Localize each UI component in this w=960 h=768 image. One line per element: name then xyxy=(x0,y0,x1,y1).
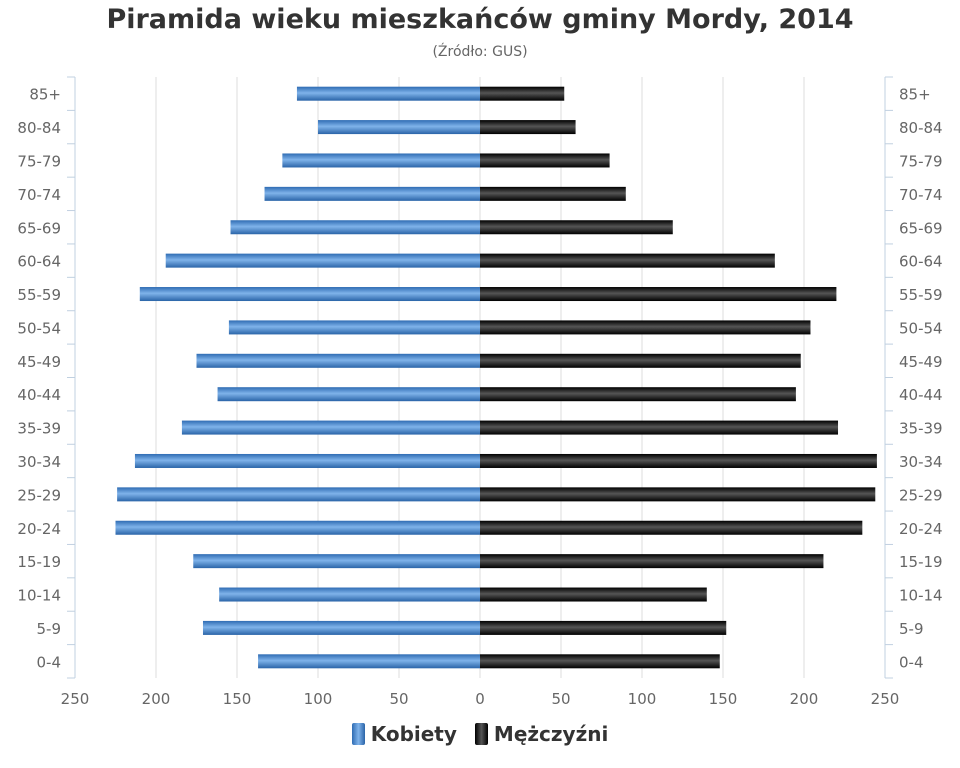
bar-kobiety xyxy=(165,253,480,268)
x-tick-label: 50 xyxy=(389,690,408,708)
y-tick-label-right: 0-4 xyxy=(899,653,924,671)
bar-kobiety xyxy=(296,86,480,101)
bar-kobiety xyxy=(318,120,480,135)
chart-title: Piramida wieku mieszkańców gminy Mordy, … xyxy=(106,4,854,35)
y-tick-label-right: 40-44 xyxy=(899,386,943,404)
bar-mezczyzni xyxy=(480,120,576,135)
bar-mezczyzni xyxy=(480,253,775,268)
y-tick-label-left: 45-49 xyxy=(17,353,61,371)
y-tick-label-right: 15-19 xyxy=(899,553,943,571)
bar-mezczyzni xyxy=(480,287,837,302)
x-tick-label: 100 xyxy=(304,690,333,708)
y-tick-label-right: 50-54 xyxy=(899,319,943,337)
legend: Kobiety Mężczyźni xyxy=(0,722,960,746)
x-tick-label: 150 xyxy=(223,690,252,708)
bar-mezczyzni xyxy=(480,86,565,101)
bar-kobiety xyxy=(139,287,481,302)
bar-mezczyzni xyxy=(480,387,796,402)
y-tick-label-left: 60-64 xyxy=(17,253,61,271)
bar-mezczyzni xyxy=(480,420,839,435)
y-tick-label-right: 20-24 xyxy=(899,520,943,538)
bar-mezczyzni xyxy=(480,520,863,535)
bar-kobiety xyxy=(196,353,480,368)
bar-kobiety xyxy=(115,520,480,535)
y-tick-label-left: 50-54 xyxy=(17,319,61,337)
bar-kobiety xyxy=(219,587,480,602)
x-tick-label: 250 xyxy=(871,690,900,708)
y-tick-label-right: 25-29 xyxy=(899,486,943,504)
bar-kobiety xyxy=(202,620,481,635)
y-tick-label-right: 35-39 xyxy=(899,420,943,438)
y-tick-label-left: 40-44 xyxy=(17,386,61,404)
x-tick-label: 200 xyxy=(142,690,171,708)
chart-subtitle: (Źródło: GUS) xyxy=(432,44,528,60)
bar-kobiety xyxy=(181,420,481,435)
bar-kobiety xyxy=(264,186,480,201)
bar-mezczyzni xyxy=(480,554,824,569)
x-tick-label: 100 xyxy=(628,690,657,708)
y-tick-label-left: 0-4 xyxy=(37,653,62,671)
legend-swatch-kobiety xyxy=(351,723,365,745)
y-tick-label-right: 65-69 xyxy=(899,219,943,237)
x-tick-label: 50 xyxy=(551,690,570,708)
bar-mezczyzni xyxy=(480,220,673,235)
bar-kobiety xyxy=(230,220,480,235)
y-tick-label-left: 20-24 xyxy=(17,520,61,538)
y-tick-label-left: 85+ xyxy=(29,86,61,104)
bar-mezczyzni xyxy=(480,654,720,669)
y-tick-label-right: 80-84 xyxy=(899,119,943,137)
y-tick-label-right: 5-9 xyxy=(899,620,924,638)
bar-kobiety xyxy=(258,654,480,669)
bar-mezczyzni xyxy=(480,620,727,635)
bar-mezczyzni xyxy=(480,453,877,468)
bar-mezczyzni xyxy=(480,587,707,602)
y-tick-label-left: 65-69 xyxy=(17,219,61,237)
bar-kobiety xyxy=(134,453,480,468)
legend-label-kobiety: Kobiety xyxy=(370,722,457,746)
bar-kobiety xyxy=(228,320,480,335)
y-tick-label-right: 85+ xyxy=(899,86,931,104)
y-tick-label-left: 25-29 xyxy=(17,486,61,504)
bar-mezczyzni xyxy=(480,487,876,502)
y-tick-label-right: 45-49 xyxy=(899,353,943,371)
y-tick-label-left: 5-9 xyxy=(37,620,62,638)
y-tick-label-left: 15-19 xyxy=(17,553,61,571)
y-tick-label-left: 10-14 xyxy=(17,587,61,605)
bar-kobiety xyxy=(193,554,480,569)
legend-item-mezczyzni[interactable]: Mężczyźni xyxy=(474,722,609,746)
x-tick-label: 200 xyxy=(790,690,819,708)
legend-label-mezczyzni: Mężczyźni xyxy=(493,722,609,746)
y-tick-label-right: 30-34 xyxy=(899,453,943,471)
bar-kobiety xyxy=(217,387,480,402)
legend-item-kobiety[interactable]: Kobiety xyxy=(351,722,457,746)
y-tick-label-right: 55-59 xyxy=(899,286,943,304)
x-tick-label: 150 xyxy=(709,690,738,708)
bar-kobiety xyxy=(282,153,480,168)
bar-mezczyzni xyxy=(480,153,610,168)
bar-mezczyzni xyxy=(480,186,626,201)
y-tick-label-left: 30-34 xyxy=(17,453,61,471)
legend-swatch-mezczyzni xyxy=(474,723,488,745)
bar-kobiety xyxy=(117,487,481,502)
bar-mezczyzni xyxy=(480,353,801,368)
y-tick-label-right: 60-64 xyxy=(899,253,943,271)
y-tick-label-left: 35-39 xyxy=(17,420,61,438)
y-tick-label-left: 75-79 xyxy=(17,152,61,170)
y-tick-label-left: 80-84 xyxy=(17,119,61,137)
x-tick-label: 0 xyxy=(475,690,485,708)
y-tick-label-right: 70-74 xyxy=(899,186,943,204)
bar-mezczyzni xyxy=(480,320,811,335)
y-tick-label-left: 70-74 xyxy=(17,186,61,204)
x-tick-label: 250 xyxy=(61,690,90,708)
y-tick-label-right: 10-14 xyxy=(899,587,943,605)
y-tick-label-right: 75-79 xyxy=(899,152,943,170)
y-tick-label-left: 55-59 xyxy=(17,286,61,304)
